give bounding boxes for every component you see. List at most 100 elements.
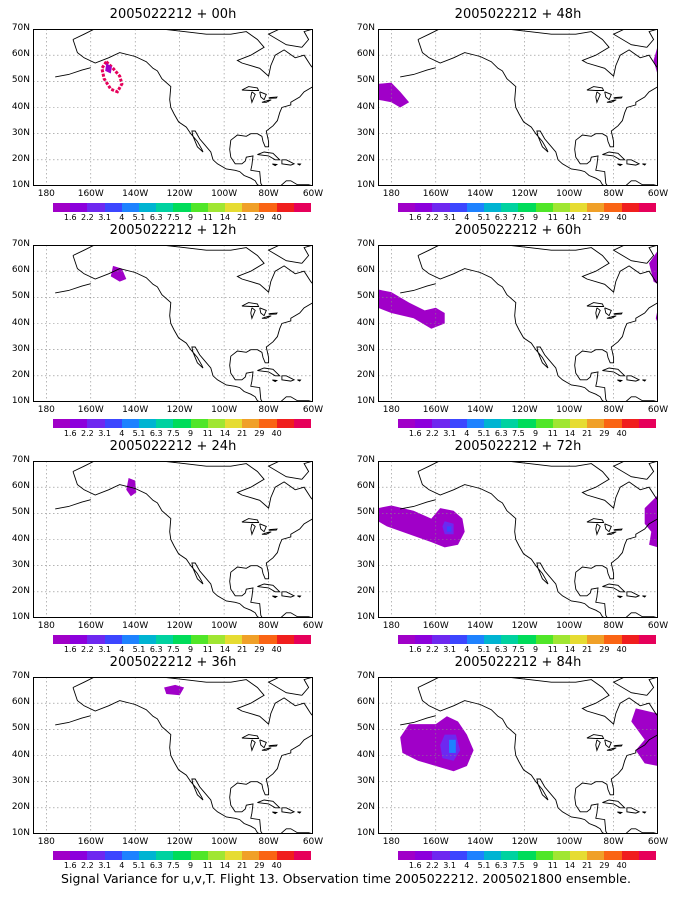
colorbar-label: 40 xyxy=(616,861,627,870)
colorbar-label: 6.3 xyxy=(494,645,508,654)
lat-label: 10N xyxy=(356,180,375,190)
lake-outline xyxy=(268,312,278,315)
colorbar-swatch xyxy=(53,851,71,860)
lon-label: 100W xyxy=(556,405,583,415)
colorbar-swatch xyxy=(173,851,191,860)
lat-label: 20N xyxy=(356,153,375,164)
lake-outline xyxy=(241,302,260,307)
colorbar-label: 6.3 xyxy=(149,429,163,438)
lat-label: 60N xyxy=(11,481,30,492)
lake-outline xyxy=(586,734,605,739)
island-outline xyxy=(612,677,658,696)
colorbar xyxy=(53,419,312,428)
map-plot xyxy=(378,677,658,834)
colorbar-label: 1.6 xyxy=(408,429,422,438)
colorbar-label: 29 xyxy=(599,645,610,654)
colorbar-label: 2.2 xyxy=(81,429,94,438)
colorbar-swatch xyxy=(552,203,571,212)
colorbar-swatch xyxy=(570,635,588,644)
lake-outline xyxy=(613,744,623,747)
lat-label: 40N xyxy=(11,533,30,544)
lat-label: 10N xyxy=(11,180,30,190)
lat-label: 10N xyxy=(356,828,375,838)
colorbar-label: 4 xyxy=(464,861,470,870)
lat-label: 50N xyxy=(11,723,30,734)
coastline xyxy=(417,29,658,186)
lat-label: 60N xyxy=(11,265,30,276)
colorbar-label: 6.3 xyxy=(494,213,508,222)
colorbar-label: 11 xyxy=(202,645,213,654)
colorbar-label: 4 xyxy=(119,861,125,870)
panel-title: 2005022212 + 48h xyxy=(454,7,582,22)
lake-outline xyxy=(259,91,267,101)
lat-label: 20N xyxy=(356,801,375,812)
lon-label: 120W xyxy=(511,189,538,199)
lat-label: 60N xyxy=(11,697,30,708)
panel-title: 2005022212 + 60h xyxy=(454,223,582,238)
colorbar-swatch xyxy=(621,419,639,428)
map-plot xyxy=(33,461,313,618)
lon-label: 100W xyxy=(211,621,238,631)
colorbar-label: 4 xyxy=(464,429,470,438)
colorbar-label: 21 xyxy=(582,429,593,438)
colorbar-swatch xyxy=(415,851,433,860)
colorbar-swatch xyxy=(53,203,71,212)
lat-label: 70N xyxy=(11,239,30,249)
island-outline xyxy=(642,595,647,598)
colorbar-swatch xyxy=(53,635,71,644)
colorbar-swatch xyxy=(104,851,122,860)
lon-label: 60W xyxy=(647,189,669,199)
colorbar-swatch xyxy=(139,203,157,212)
colorbar-swatch xyxy=(276,635,294,644)
lon-label: 160W xyxy=(77,189,104,199)
colorbar-swatch xyxy=(398,851,416,860)
colorbar-label: 6.3 xyxy=(149,213,163,222)
lat-label: 60N xyxy=(356,481,375,492)
colorbar-swatch xyxy=(501,635,519,644)
colorbar-label: 5.1 xyxy=(477,645,491,654)
colorbar-label: 21 xyxy=(237,213,248,222)
lat-label: 50N xyxy=(356,723,375,734)
colorbar-swatch xyxy=(432,419,450,428)
island-outline xyxy=(617,163,624,167)
colorbar-label: 2.2 xyxy=(426,645,439,654)
lake-outline xyxy=(595,91,601,104)
lake-outline xyxy=(268,96,278,99)
signal-region xyxy=(653,44,658,77)
colorbar-swatch xyxy=(156,419,174,428)
lake-outline xyxy=(250,523,256,536)
lat-label: 30N xyxy=(356,775,375,786)
lon-label: 100W xyxy=(556,621,583,631)
colorbar-swatch xyxy=(173,419,191,428)
colorbar-label: 1.6 xyxy=(408,645,422,654)
lat-label: 30N xyxy=(11,559,30,570)
colorbar-swatch xyxy=(535,851,553,860)
island-outline xyxy=(267,461,313,480)
colorbar-label: 6.3 xyxy=(494,861,508,870)
lat-label: 70N xyxy=(356,23,375,33)
colorbar-label: 4 xyxy=(464,213,470,222)
colorbar-swatch xyxy=(432,203,450,212)
colorbar-label: 2.2 xyxy=(426,861,439,870)
colorbar xyxy=(53,635,312,644)
island-outline xyxy=(626,375,641,382)
lat-label: 50N xyxy=(11,507,30,518)
colorbar-swatch xyxy=(432,851,450,860)
lat-label: 30N xyxy=(356,559,375,570)
colorbar-swatch xyxy=(535,203,553,212)
map-frame xyxy=(378,677,658,834)
colorbar-label: 7.5 xyxy=(167,213,180,222)
colorbar-swatch xyxy=(587,851,605,860)
colorbar-swatch xyxy=(242,851,260,860)
colorbar-label: 40 xyxy=(616,429,627,438)
colorbar-swatch xyxy=(70,419,88,428)
colorbar-swatch xyxy=(225,635,243,644)
coastline xyxy=(72,245,313,402)
colorbar-swatch xyxy=(70,851,88,860)
colorbar-swatch xyxy=(139,635,157,644)
colorbar-label: 40 xyxy=(271,429,282,438)
colorbar-label: 9 xyxy=(188,429,194,438)
colorbar xyxy=(398,203,657,212)
lon-label: 60W xyxy=(302,837,324,847)
colorbar-swatch xyxy=(259,635,277,644)
